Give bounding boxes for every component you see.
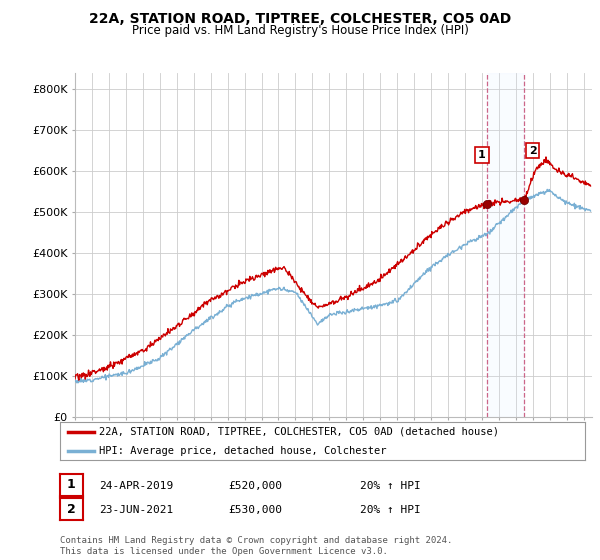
Text: 24-APR-2019: 24-APR-2019 xyxy=(99,481,173,491)
Text: 22A, STATION ROAD, TIPTREE, COLCHESTER, CO5 0AD: 22A, STATION ROAD, TIPTREE, COLCHESTER, … xyxy=(89,12,511,26)
Text: HPI: Average price, detached house, Colchester: HPI: Average price, detached house, Colc… xyxy=(100,446,387,456)
Text: 23-JUN-2021: 23-JUN-2021 xyxy=(99,505,173,515)
Text: Price paid vs. HM Land Registry's House Price Index (HPI): Price paid vs. HM Land Registry's House … xyxy=(131,24,469,36)
Text: Contains HM Land Registry data © Crown copyright and database right 2024.
This d: Contains HM Land Registry data © Crown c… xyxy=(60,536,452,556)
Text: £520,000: £520,000 xyxy=(228,481,282,491)
Text: 22A, STATION ROAD, TIPTREE, COLCHESTER, CO5 0AD (detached house): 22A, STATION ROAD, TIPTREE, COLCHESTER, … xyxy=(100,427,499,437)
Text: 2: 2 xyxy=(529,146,536,156)
Text: 2: 2 xyxy=(67,502,76,516)
Text: 20% ↑ HPI: 20% ↑ HPI xyxy=(360,481,421,491)
Text: 20% ↑ HPI: 20% ↑ HPI xyxy=(360,505,421,515)
Bar xyxy=(487,73,524,417)
Text: £530,000: £530,000 xyxy=(228,505,282,515)
Text: 1: 1 xyxy=(478,150,486,160)
Text: 1: 1 xyxy=(67,478,76,492)
